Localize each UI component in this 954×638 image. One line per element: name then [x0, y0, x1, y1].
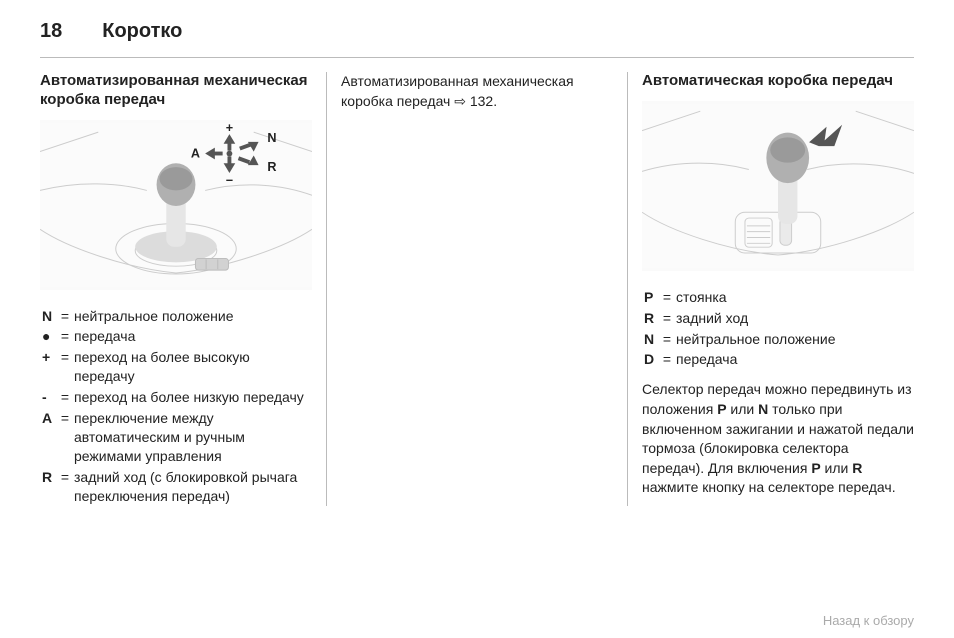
page-title: Коротко: [102, 20, 182, 43]
back-to-overview-link[interactable]: Назад к обзору: [823, 613, 914, 628]
col2-xref: Автоматизированная механическая коробка …: [341, 72, 613, 111]
legend-eq: =: [58, 387, 72, 408]
legend-row: ●=передача: [40, 326, 312, 347]
legend-row: A=переключение между автоматическим и ру…: [40, 408, 312, 467]
para-key: N: [758, 401, 768, 417]
legend-key: N: [642, 329, 660, 350]
columns: Автоматизированная механическая коробка …: [40, 72, 914, 506]
legend-key: +: [40, 347, 58, 387]
para-text: нажмите кнопку на селекторе передач.: [642, 479, 896, 495]
col3-figure: [642, 101, 914, 271]
column-1: Автоматизированная механическая коробка …: [40, 72, 326, 506]
legend-eq: =: [660, 329, 674, 350]
para-text: или: [821, 460, 853, 476]
legend-desc: переход на более низкую передачу: [72, 387, 312, 408]
legend-eq: =: [58, 467, 72, 507]
para-text: или: [727, 401, 759, 417]
legend-eq: =: [58, 326, 72, 347]
page-header: 18 Коротко: [40, 20, 914, 43]
xref-arrow-icon: ⇨: [454, 93, 466, 109]
legend-desc: нейтральное положение: [674, 329, 837, 350]
legend-eq: =: [58, 408, 72, 467]
header-rule: [40, 57, 914, 58]
legend-row: -=переход на более низкую передачу: [40, 387, 312, 408]
legend-row: +=переход на более высокую передачу: [40, 347, 312, 387]
legend-key: R: [40, 467, 58, 507]
legend-eq: =: [58, 306, 72, 327]
legend-key: A: [40, 408, 58, 467]
legend-row: N=нейтральное положение: [642, 329, 837, 350]
legend-desc: нейтральное положение: [72, 306, 312, 327]
svg-text:N: N: [267, 130, 276, 144]
page-number: 18: [40, 20, 62, 43]
legend-eq: =: [660, 349, 674, 370]
gear-shift-amt-illustration: + − A N R: [40, 120, 312, 290]
legend-desc: переход на более высокую передачу: [72, 347, 312, 387]
legend-key: R: [642, 308, 660, 329]
page: 18 Коротко Автоматизированная механическ…: [0, 0, 954, 506]
para-key: R: [852, 460, 862, 476]
xref-page: 132.: [466, 93, 497, 109]
legend-key: N: [40, 306, 58, 327]
svg-text:R: R: [267, 160, 276, 174]
para-key: P: [717, 401, 726, 417]
col3-paragraph: Селектор передач можно передвинуть из по…: [642, 380, 914, 498]
legend-eq: =: [660, 287, 674, 308]
svg-text:+: +: [226, 121, 233, 135]
gear-shift-auto-illustration: [642, 101, 914, 271]
legend-row: R=задний ход (с блокировкой рычага перек…: [40, 467, 312, 507]
svg-text:−: −: [226, 173, 233, 187]
svg-text:A: A: [191, 146, 200, 160]
column-2: Автоматизированная механическая коробка …: [326, 72, 627, 506]
legend-key: -: [40, 387, 58, 408]
column-3: Автоматическая коробка передач: [627, 72, 914, 506]
legend-desc: передача: [72, 326, 312, 347]
legend-desc: передача: [674, 349, 837, 370]
legend-key: ●: [40, 326, 58, 347]
col1-figure: + − A N R: [40, 120, 312, 290]
col3-legend: P=стоянка R=задний ход N=нейтральное пол…: [642, 287, 837, 371]
col1-heading: Автоматизированная механическая коробка …: [40, 72, 312, 110]
legend-key: D: [642, 349, 660, 370]
legend-key: P: [642, 287, 660, 308]
para-key: P: [811, 460, 820, 476]
legend-desc: задний ход: [674, 308, 837, 329]
legend-row: R=задний ход: [642, 308, 837, 329]
legend-desc: стоянка: [674, 287, 837, 308]
legend-eq: =: [58, 347, 72, 387]
legend-eq: =: [660, 308, 674, 329]
legend-desc: переключение между автоматическим и ручн…: [72, 408, 312, 467]
legend-row: P=стоянка: [642, 287, 837, 308]
col1-legend: N=нейтральное положение ●=передача +=пер…: [40, 306, 312, 507]
legend-row: N=нейтральное положение: [40, 306, 312, 327]
legend-desc: задний ход (с блокировкой рычага переклю…: [72, 467, 312, 507]
legend-row: D=передача: [642, 349, 837, 370]
col3-heading: Автоматическая коробка передач: [642, 72, 914, 91]
